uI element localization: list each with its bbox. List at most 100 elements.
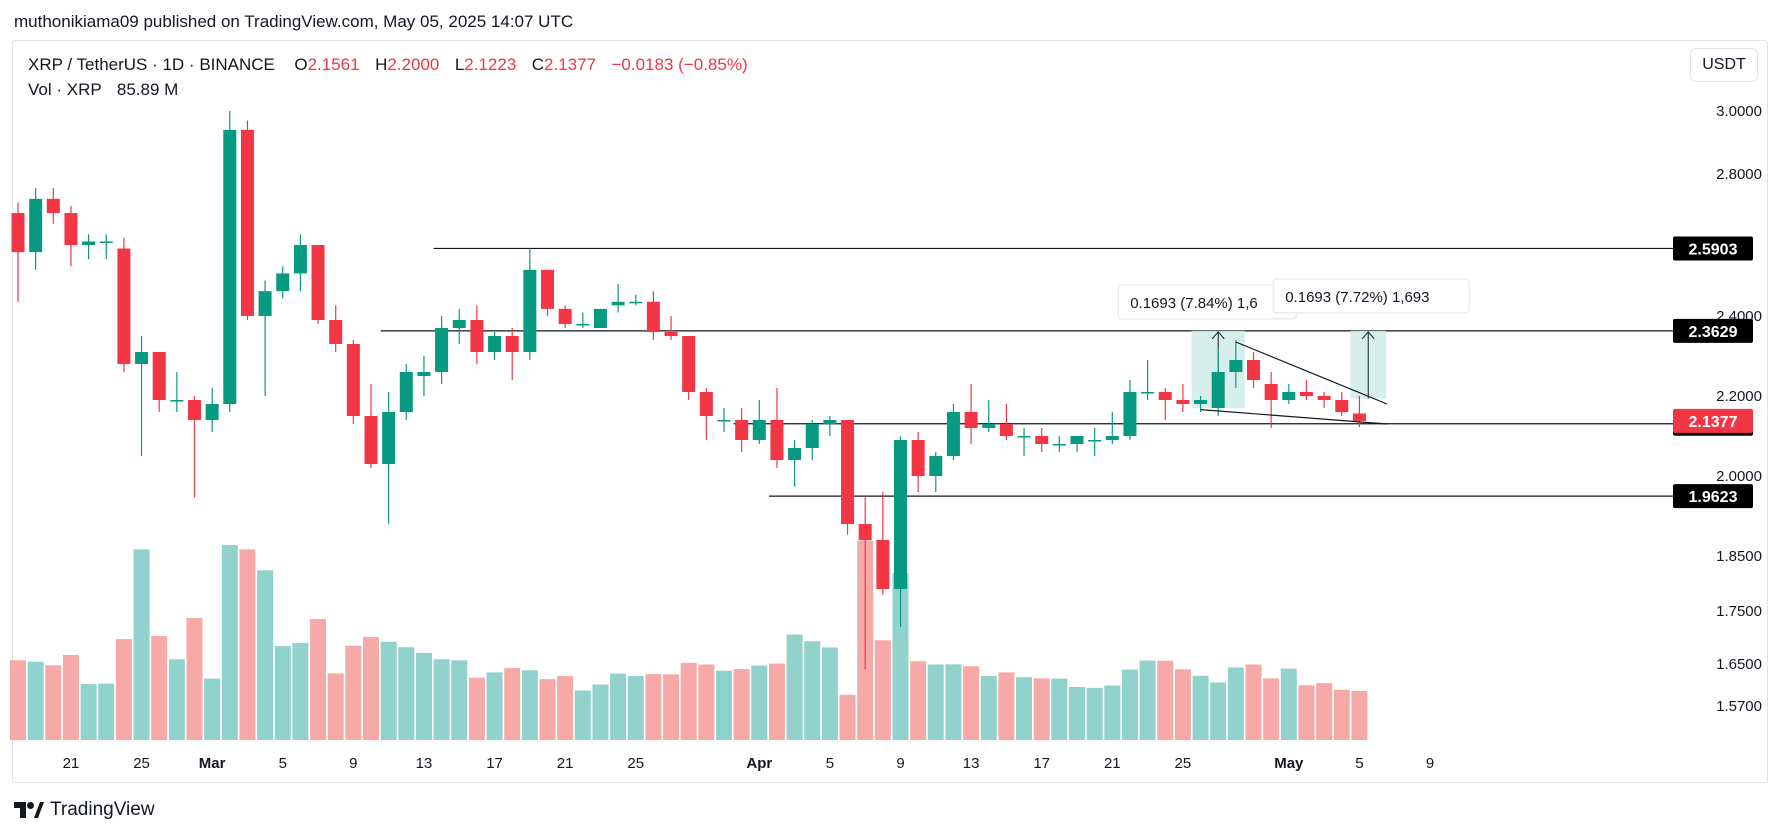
candle-body[interactable] — [646, 301, 660, 332]
candle-body[interactable] — [452, 320, 466, 328]
time-axis-tick: 25 — [133, 755, 150, 772]
candle-body[interactable] — [135, 352, 149, 364]
candle-body[interactable] — [1158, 392, 1172, 400]
volume-label[interactable]: Vol · XRP — [28, 80, 102, 99]
candle-body[interactable] — [1194, 400, 1208, 404]
volume-bar — [433, 659, 450, 740]
candle-body[interactable] — [805, 424, 819, 448]
volume-bar — [115, 639, 132, 740]
candle-body[interactable] — [541, 269, 554, 309]
candle-body[interactable] — [64, 213, 78, 245]
time-axis-tick: 21 — [1104, 755, 1121, 772]
candle-body[interactable] — [752, 420, 766, 440]
volume-bar — [1139, 660, 1156, 740]
candle-body[interactable] — [293, 245, 307, 274]
candle-body[interactable] — [523, 269, 537, 352]
candle-body[interactable] — [1052, 444, 1066, 446]
candle-body[interactable] — [1352, 413, 1366, 421]
candle-body[interactable] — [964, 412, 978, 428]
candle-body[interactable] — [170, 400, 184, 402]
volume-bar — [1227, 667, 1244, 740]
candle-body[interactable] — [999, 424, 1013, 436]
candle-body[interactable] — [770, 420, 784, 460]
candle-body[interactable] — [929, 456, 943, 476]
candle-body[interactable] — [311, 245, 325, 320]
candle-body[interactable] — [223, 129, 237, 404]
volume-bar — [557, 675, 574, 740]
candle-body[interactable] — [382, 412, 396, 464]
wedge-trendline[interactable] — [1200, 409, 1388, 425]
candle-body[interactable] — [435, 328, 449, 372]
candle-body[interactable] — [417, 372, 431, 376]
candle-body[interactable] — [152, 352, 166, 400]
candle-body[interactable] — [11, 213, 25, 253]
volume-bar — [945, 664, 962, 740]
candle-body[interactable] — [823, 420, 837, 424]
candle-body[interactable] — [717, 420, 731, 422]
candle-body[interactable] — [329, 320, 343, 344]
volume-bar — [1121, 669, 1138, 740]
candle-body[interactable] — [664, 332, 678, 336]
candle-body[interactable] — [611, 301, 625, 306]
candle-body[interactable] — [240, 129, 254, 316]
candle-body[interactable] — [629, 301, 643, 304]
candle-body[interactable] — [982, 424, 996, 428]
candle-body[interactable] — [1282, 392, 1296, 400]
candle-body[interactable] — [1247, 360, 1260, 380]
volume-bar — [80, 684, 97, 740]
candle-body[interactable] — [99, 241, 113, 243]
candle-body[interactable] — [276, 273, 290, 292]
candle-body[interactable] — [1070, 436, 1084, 444]
candle-body[interactable] — [1317, 396, 1331, 400]
candle-body[interactable] — [699, 392, 713, 416]
candle-body[interactable] — [82, 241, 96, 245]
candle-body[interactable] — [1088, 440, 1102, 442]
candle-body[interactable] — [576, 324, 590, 326]
time-axis-tick: 5 — [279, 755, 287, 772]
candle-body[interactable] — [46, 198, 60, 214]
candle-body[interactable] — [841, 420, 855, 524]
candle-body[interactable] — [593, 308, 607, 328]
candle-body[interactable] — [894, 440, 907, 589]
candle-body[interactable] — [188, 400, 201, 420]
candle-body[interactable] — [258, 291, 272, 316]
candle-body[interactable] — [1123, 392, 1137, 436]
candle-body[interactable] — [735, 420, 749, 440]
candle-body[interactable] — [29, 198, 43, 253]
candle-body[interactable] — [858, 524, 872, 540]
candle-body[interactable] — [205, 404, 219, 420]
candle-body[interactable] — [1176, 400, 1190, 404]
currency-unit-button[interactable]: USDT — [1690, 48, 1758, 82]
volume-bar — [980, 675, 997, 740]
candle-body[interactable] — [470, 320, 484, 352]
candle-body[interactable] — [1264, 384, 1278, 400]
tradingview-brand[interactable]: TradingView — [14, 799, 155, 821]
measure-label-text: 0.1693 (7.72%) 1,693 — [1285, 289, 1429, 306]
candle-body[interactable] — [1211, 372, 1225, 408]
symbol-name[interactable]: XRP / TetherUS · 1D · BINANCE — [28, 55, 275, 74]
candle-body[interactable] — [682, 336, 696, 392]
candle-body[interactable] — [558, 308, 572, 324]
candle-body[interactable] — [1229, 360, 1243, 372]
candle-body[interactable] — [505, 336, 519, 352]
volume-bar — [504, 668, 521, 740]
candle-body[interactable] — [1035, 436, 1049, 444]
candle-body[interactable] — [1335, 400, 1349, 412]
candle-body[interactable] — [1105, 436, 1119, 440]
candle-body[interactable] — [1017, 436, 1031, 438]
candle-body[interactable] — [364, 416, 378, 464]
candle-body[interactable] — [788, 448, 802, 460]
wedge-trendline[interactable] — [1235, 341, 1388, 405]
candle-body[interactable] — [346, 344, 360, 416]
candle-body[interactable] — [1299, 392, 1313, 396]
volume-bar — [751, 665, 768, 740]
last-price-tag — [1673, 408, 1753, 433]
candle-body[interactable] — [488, 336, 502, 352]
candle-body[interactable] — [946, 412, 960, 456]
candle-body[interactable] — [1141, 392, 1155, 394]
candle-body[interactable] — [117, 248, 131, 364]
candle-body[interactable] — [876, 540, 890, 589]
candle-body[interactable] — [911, 440, 925, 476]
candle-body[interactable] — [399, 372, 413, 412]
